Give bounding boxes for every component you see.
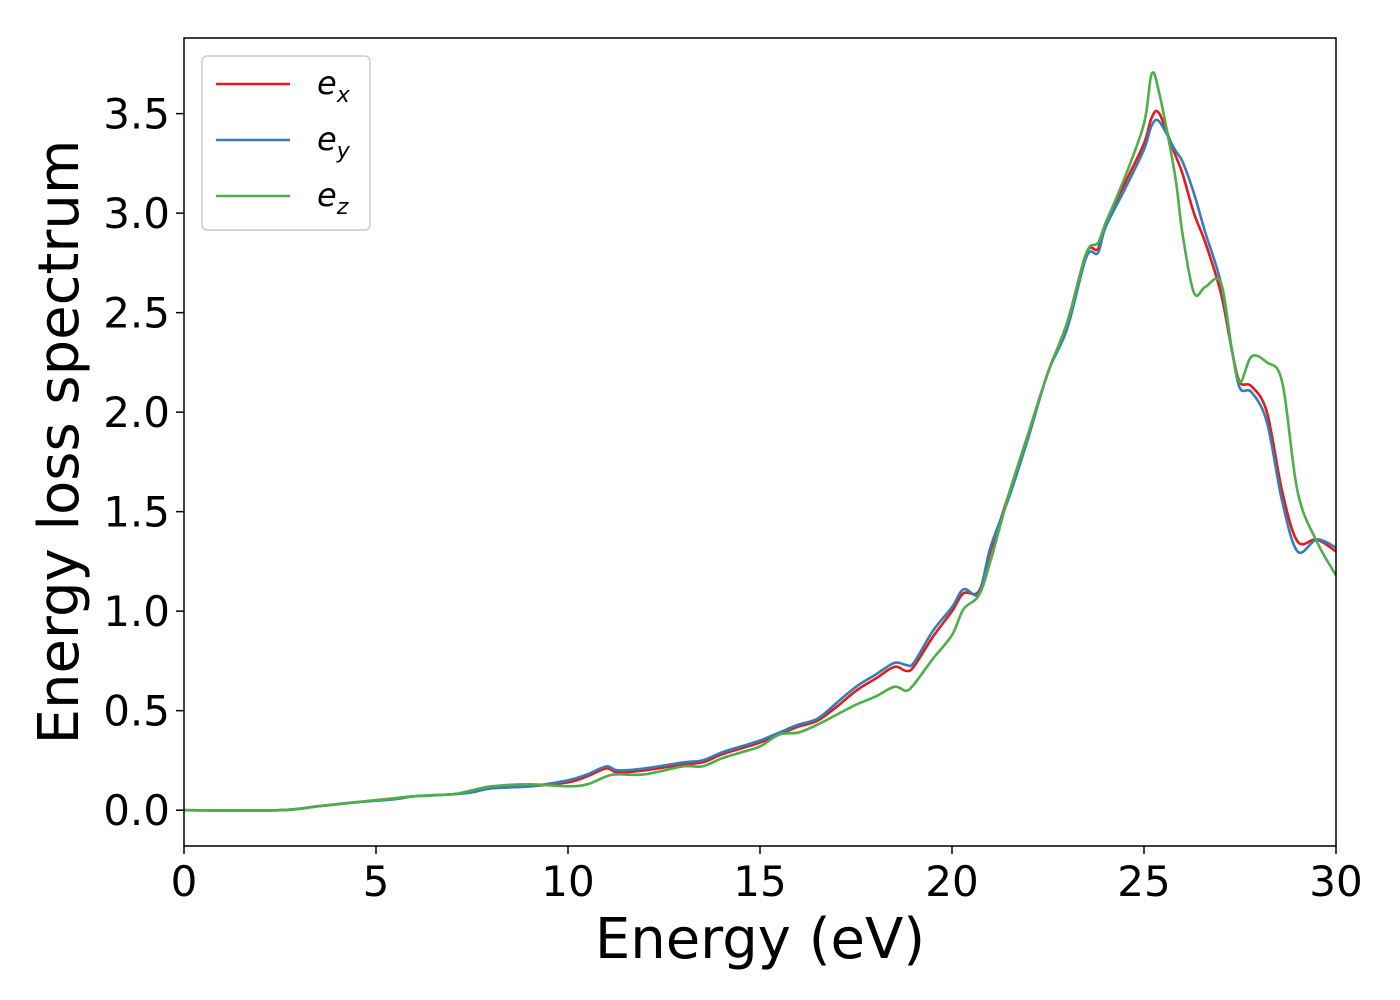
x-tick-label: 20 bbox=[925, 857, 978, 906]
x-axis-title: Energy (eV) bbox=[595, 907, 925, 972]
x-tick-label: 30 bbox=[1309, 857, 1362, 906]
series-line-e-z bbox=[184, 71, 1336, 812]
legend-label: ex bbox=[317, 64, 351, 108]
y-tick-label: 3.5 bbox=[103, 90, 170, 139]
y-tick-label: 0.5 bbox=[103, 687, 170, 736]
x-tick-label: 15 bbox=[733, 857, 786, 906]
x-tick-label: 5 bbox=[363, 857, 390, 906]
legend-label-subscript: z bbox=[336, 195, 349, 220]
x-tick-label: 0 bbox=[171, 857, 198, 906]
legend-label-subscript: x bbox=[336, 83, 351, 108]
legend-label-main: e bbox=[317, 176, 337, 214]
x-axis: 0 5 10 15 20 25 30 bbox=[171, 846, 1363, 906]
y-axis-title: Energy loss spectrum bbox=[27, 140, 92, 745]
y-tick-label: 0.0 bbox=[103, 786, 170, 835]
y-tick-label: 2.5 bbox=[103, 289, 170, 338]
y-tick-label: 1.5 bbox=[103, 488, 170, 537]
x-tick-label: 25 bbox=[1117, 857, 1170, 906]
y-tick-label: 3.0 bbox=[103, 189, 170, 238]
legend-label-main: e bbox=[317, 120, 337, 158]
series-layer bbox=[184, 71, 1336, 812]
legend-box bbox=[201, 55, 371, 231]
x-tick-label: 10 bbox=[541, 857, 594, 906]
y-tick-label: 2.0 bbox=[103, 388, 170, 437]
legend-label-main: e bbox=[317, 64, 337, 102]
legend-label-subscript: y bbox=[336, 139, 351, 164]
y-axis: 0.0 0.5 1.0 1.5 2.0 2.5 3.0 3.5 bbox=[103, 90, 184, 835]
legend-label: ey bbox=[317, 120, 351, 164]
legend-label: ez bbox=[317, 176, 349, 220]
y-tick-label: 1.0 bbox=[103, 587, 170, 636]
